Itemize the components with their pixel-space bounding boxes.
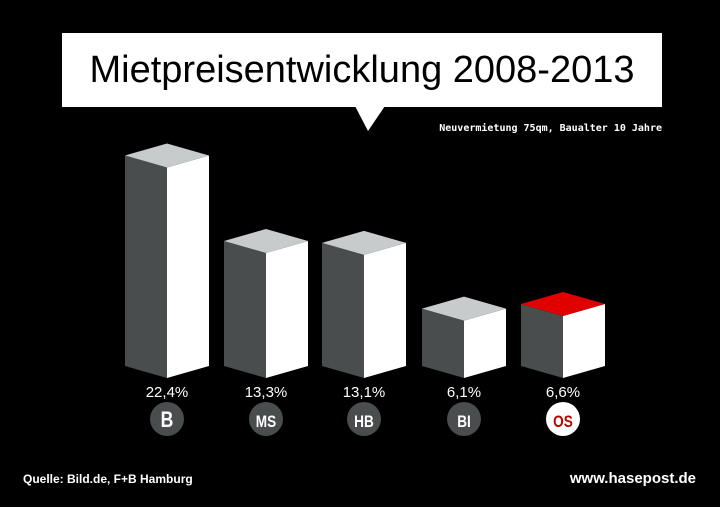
city-badge [447,402,481,436]
value-label: 22,4% [146,384,189,401]
bar-left-face-BI [422,308,464,378]
bar-top-face-MS [224,228,308,253]
bar-right-face-BI [464,308,506,378]
page-title: Mietpreisentwicklung 2008-2013 [89,48,635,91]
bar-right-face-MS [266,240,308,378]
bar-top-face-B [125,143,209,168]
city-badge [150,402,184,436]
bar-left-face-OS [521,303,563,378]
bar-right-face-B [167,155,209,378]
bar-right-face-HB [364,242,406,378]
category-label: HB [354,413,374,432]
value-label: 13,3% [245,384,288,401]
category-label: MS [256,413,276,432]
value-label: 13,1% [343,384,386,401]
city-badge [546,402,580,436]
category-label: B [161,408,174,432]
category-label: BI [457,413,471,432]
speech-bubble-pointer [355,106,385,131]
city-badge [347,402,381,436]
bar-left-face-MS [224,240,266,378]
bar-top-face-HB [322,230,406,255]
bar-right-face-OS [563,303,605,378]
value-label: 6,1% [447,384,481,401]
subtitle: Neuvermietung 75qm, Baualter 10 Jahre [439,123,662,134]
bar-left-face-HB [322,242,364,378]
category-label: OS [553,413,573,432]
bar-left-face-B [125,155,167,378]
source-note: Quelle: Bild.de, F+B Hamburg [23,472,193,486]
site-url: www.hasepost.de [569,470,696,487]
value-label: 6,6% [546,384,580,401]
bar-top-face-OS [521,291,605,316]
title-speech-bubble: Mietpreisentwicklung 2008-2013 [62,33,662,107]
city-badge [249,402,283,436]
bar-top-face-BI [422,296,506,321]
